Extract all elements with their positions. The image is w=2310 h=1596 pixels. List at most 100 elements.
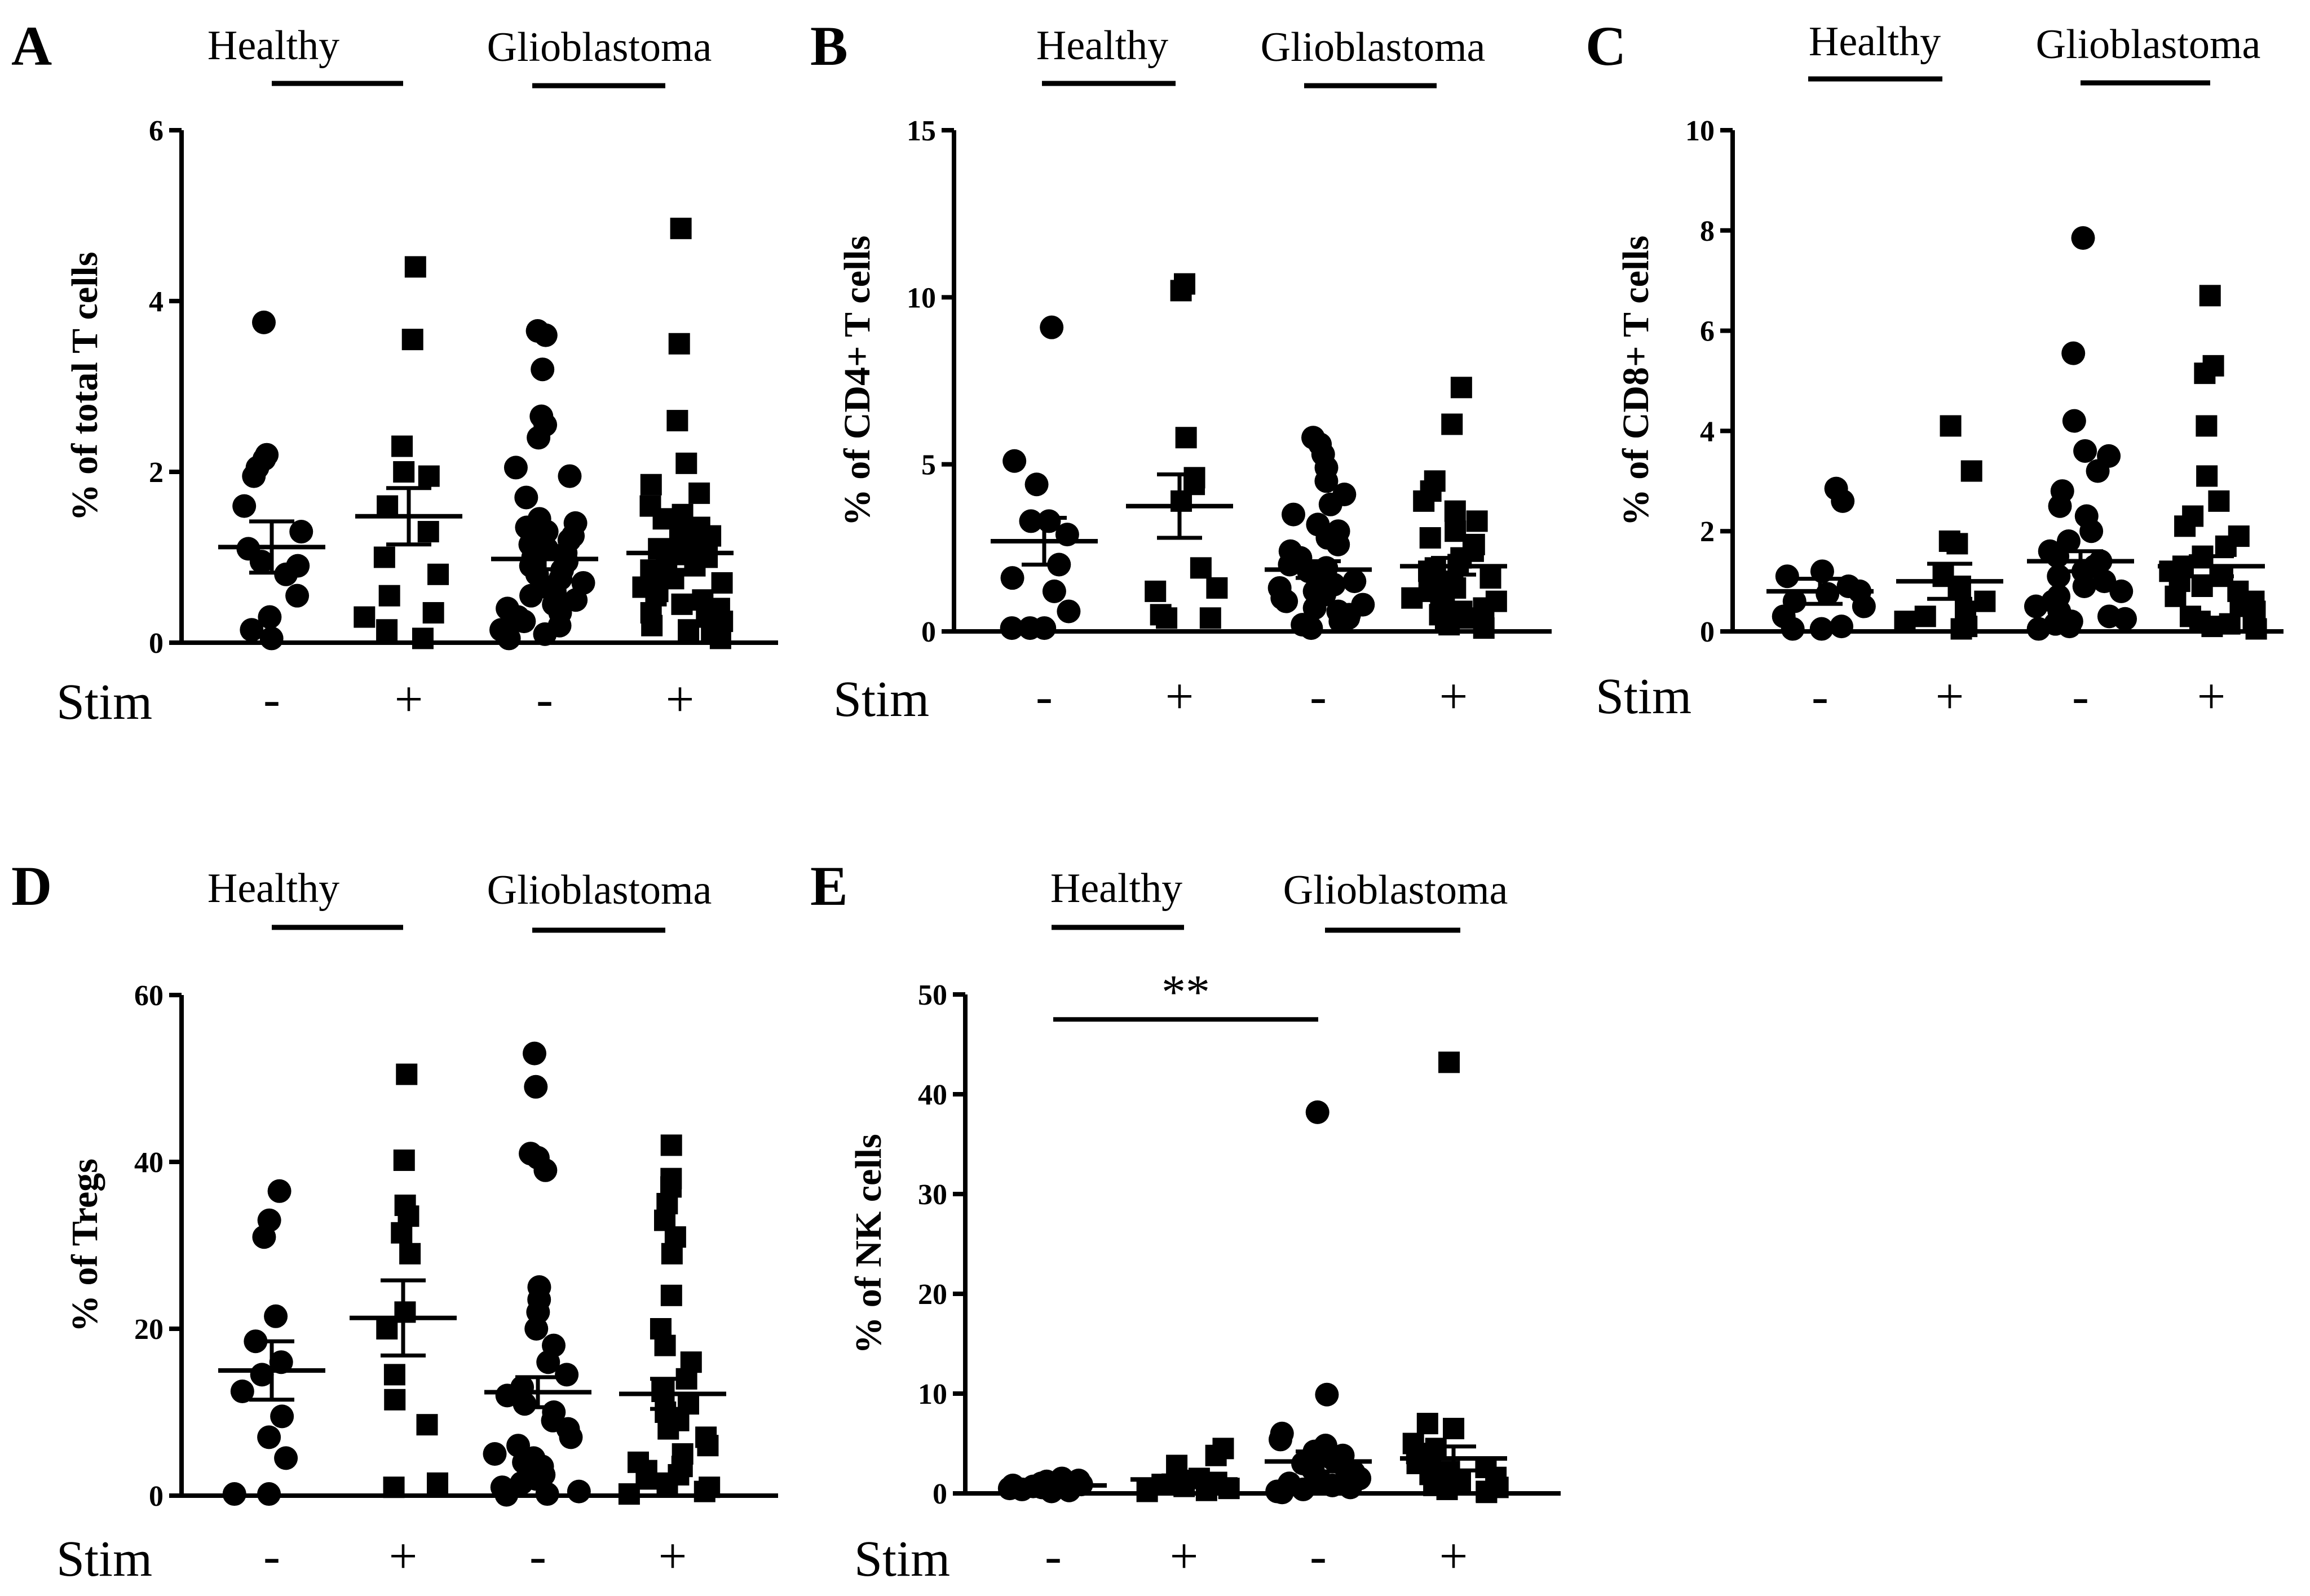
series-glioblastoma-stim-plus xyxy=(626,218,734,649)
group-label: Healthy xyxy=(207,23,339,69)
data-point xyxy=(678,619,700,641)
x-category-label: - xyxy=(529,1528,546,1584)
data-point xyxy=(1473,617,1495,639)
x-category-label: - xyxy=(263,1528,280,1584)
data-point xyxy=(1476,1482,1498,1504)
data-point xyxy=(1775,564,1799,589)
data-point xyxy=(2208,490,2230,512)
y-tick-label: 40 xyxy=(918,1079,947,1111)
panel-b: B Healthy Glioblastoma 0 5 10 15 % of CD4+ T ce… xyxy=(810,15,1552,727)
x-category-label: + xyxy=(1936,669,1964,724)
data-point xyxy=(1436,1478,1458,1500)
data-point xyxy=(2199,285,2221,307)
data-point xyxy=(494,1483,519,1507)
series-glioblastoma-stim-minus xyxy=(1265,1100,1372,1505)
group-label: Glioblastoma xyxy=(1283,867,1508,913)
significance-label: ** xyxy=(1161,965,1210,1019)
data-point xyxy=(1450,377,1472,399)
data-point xyxy=(269,1350,293,1374)
data-point xyxy=(1445,520,1467,542)
group-label: Glioblastoma xyxy=(487,867,712,913)
x-category-label: + xyxy=(2197,669,2226,724)
data-point xyxy=(396,1063,418,1085)
data-point xyxy=(2048,494,2072,518)
data-point xyxy=(1940,415,1962,437)
data-point xyxy=(1281,502,1305,527)
data-point xyxy=(252,310,276,334)
data-point xyxy=(483,1442,507,1466)
data-point xyxy=(1419,527,1441,549)
data-point xyxy=(2174,515,2196,537)
data-point xyxy=(684,555,706,577)
data-point xyxy=(668,333,690,355)
series-glioblastoma-stim-plus xyxy=(618,1134,726,1505)
data-point xyxy=(641,614,663,636)
data-point xyxy=(2165,585,2187,607)
y-tick-label: 20 xyxy=(134,1314,164,1346)
y-axis-label: % of total T cells xyxy=(64,252,105,521)
data-point xyxy=(1206,577,1228,599)
data-point xyxy=(249,550,273,574)
data-point xyxy=(1946,533,1968,555)
data-point xyxy=(2113,607,2137,631)
y-tick-label: 0 xyxy=(149,1480,164,1513)
y-tick-label: 2 xyxy=(1700,516,1715,548)
data-point xyxy=(656,1472,678,1494)
series-glioblastoma-stim-minus xyxy=(1265,426,1375,640)
data-point xyxy=(2026,617,2051,641)
data-point xyxy=(675,452,697,474)
data-point xyxy=(670,218,692,240)
data-point xyxy=(252,1225,276,1249)
data-point xyxy=(640,474,662,496)
data-point xyxy=(230,1380,254,1403)
data-point xyxy=(412,627,434,649)
stim-label: Stim xyxy=(56,674,152,730)
group-label: Healthy xyxy=(207,865,339,912)
data-point xyxy=(427,563,449,585)
data-point xyxy=(1019,509,1043,533)
data-point xyxy=(1002,449,1027,473)
data-point xyxy=(1274,589,1298,613)
data-point xyxy=(2024,594,2048,618)
y-tick-label: 6 xyxy=(149,115,164,147)
data-point xyxy=(2057,614,2082,639)
stim-label: Stim xyxy=(833,671,929,727)
x-category-label: + xyxy=(1439,669,1468,724)
data-point xyxy=(503,456,528,480)
data-point xyxy=(1315,1382,1339,1407)
data-point xyxy=(242,464,266,488)
data-point xyxy=(285,583,310,608)
y-axis-label: % of CD8+ T cells xyxy=(1615,236,1657,527)
data-point xyxy=(666,410,688,432)
data-point xyxy=(524,1317,549,1341)
data-point xyxy=(2196,465,2218,487)
data-point xyxy=(1914,605,1936,627)
series-healthy-stim-minus xyxy=(218,1179,325,1506)
series-glioblastoma-stim-plus xyxy=(2158,285,2267,640)
data-point xyxy=(383,1476,405,1498)
data-point xyxy=(651,1381,673,1402)
data-point xyxy=(2245,618,2267,640)
x-category-label: + xyxy=(666,671,695,727)
y-tick-label: 20 xyxy=(918,1279,947,1311)
data-point xyxy=(1342,569,1367,594)
x-category-label: + xyxy=(659,1528,687,1584)
data-point xyxy=(512,609,536,634)
y-tick-label: 0 xyxy=(933,1478,947,1510)
data-point xyxy=(1299,616,1323,640)
data-point xyxy=(497,626,521,651)
x-category-label: + xyxy=(1165,669,1194,724)
data-point xyxy=(404,256,426,278)
data-point xyxy=(1852,594,1876,618)
data-point xyxy=(289,520,313,544)
x-category-label: - xyxy=(1310,669,1327,724)
data-point xyxy=(427,1472,449,1494)
data-point xyxy=(376,1318,398,1339)
y-axis-label: % of Tregs xyxy=(64,1159,105,1332)
data-point xyxy=(401,329,423,351)
y-tick-label: 0 xyxy=(921,616,936,648)
y-tick-label: 40 xyxy=(134,1147,164,1179)
data-point xyxy=(535,1482,559,1506)
data-point xyxy=(354,606,376,628)
data-point xyxy=(383,1364,405,1386)
